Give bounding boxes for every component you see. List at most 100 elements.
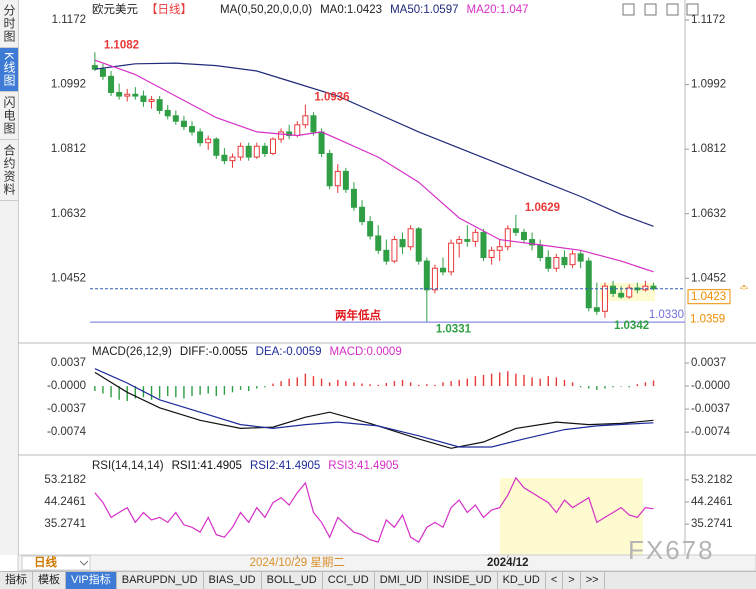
candle-body — [456, 239, 463, 244]
candle-body — [294, 124, 301, 137]
watermark: FX678 — [628, 535, 715, 565]
x-tick-label: 2024/10/29 星期二 — [250, 556, 345, 569]
period-tab-box[interactable] — [21, 555, 91, 571]
macd-bar — [531, 377, 533, 387]
y-tick-label: -0.0074 — [691, 426, 731, 438]
candle-body — [245, 145, 252, 158]
legend-label: MA0:1.0423 — [320, 4, 382, 16]
candle-body — [205, 138, 212, 144]
candle-body — [448, 242, 455, 273]
macd-bar — [490, 373, 493, 387]
candle-body — [286, 131, 293, 137]
series-line — [94, 476, 654, 543]
toolbar-button[interactable]: 指标 — [0, 572, 33, 589]
macd-bar — [272, 383, 274, 387]
y-tick-label: 1.0632 — [51, 208, 86, 220]
macd-bar — [110, 386, 112, 398]
macd-bar — [604, 386, 606, 389]
y-tick-label: 1.0812 — [51, 143, 86, 155]
macd-bar — [588, 386, 590, 389]
toolbar-button[interactable]: >> — [581, 572, 605, 589]
macd-bar — [353, 382, 355, 387]
period-tab[interactable]: 日线 — [34, 555, 57, 569]
candle-body — [650, 285, 657, 290]
toolbar-button[interactable]: BIAS_UD — [204, 572, 262, 589]
legend-label: MACD:0.0009 — [330, 346, 402, 358]
candle-body — [310, 115, 317, 133]
macd-bar — [547, 376, 549, 387]
legend-label: RSI3:41.4905 — [328, 460, 398, 472]
macd-bar — [426, 384, 428, 387]
annotation: 1.0342 — [614, 320, 649, 332]
macd-bar — [442, 382, 444, 387]
toolbar-button[interactable]: KD_UD — [498, 572, 546, 589]
side-tag: 1.0359 — [690, 314, 725, 326]
y-tick-label: -0.0037 — [47, 403, 86, 415]
series-line — [94, 59, 654, 273]
macd-bar — [280, 381, 282, 387]
tab[interactable]: 合约资料 — [0, 140, 18, 202]
y-tick-label: 1.0812 — [691, 143, 726, 155]
candle-body — [561, 256, 568, 266]
candle-body — [318, 131, 325, 154]
toolbar-button[interactable]: > — [563, 572, 581, 589]
toolbar-button[interactable]: < — [546, 572, 564, 589]
macd-bar — [191, 386, 193, 397]
toolbar-button[interactable]: 模板 — [33, 572, 66, 589]
dropdown-icon[interactable] — [79, 560, 89, 566]
macd-bar — [296, 377, 298, 387]
y-tick-label: -0.0000 — [691, 380, 730, 392]
price-arrow — [740, 284, 748, 290]
legend-label: MA20:1.047 — [467, 4, 529, 16]
legend-label: MA(0,50,20,0,0,0) — [220, 4, 312, 16]
macd-bar — [507, 371, 509, 387]
macd-bar — [418, 384, 420, 387]
price-tag-label: 1.0423 — [691, 291, 726, 303]
toolbar-button[interactable]: CCI_UD — [323, 572, 375, 589]
candle-body — [148, 99, 155, 102]
tab[interactable]: 闪电图 — [0, 92, 18, 141]
candle-body — [431, 267, 438, 291]
y-tick-label: 1.0452 — [691, 272, 726, 284]
candle-body — [618, 292, 625, 298]
toolbar-button[interactable]: BARUPDN_UD — [117, 572, 204, 589]
candle-body — [553, 256, 560, 269]
toolbar-button[interactable]: BOLL_UD — [262, 572, 323, 589]
macd-bar — [498, 372, 501, 387]
candle-body — [91, 65, 98, 70]
candle-body — [569, 253, 576, 266]
macd-bar — [539, 378, 541, 387]
y-tick-label: 53.2182 — [691, 474, 733, 486]
y-tick-label: 1.0992 — [51, 79, 86, 91]
toolbar-button[interactable]: INSIDE_UD — [428, 572, 498, 589]
candle-body — [626, 287, 633, 298]
legend-label: DIFF:-0.0055 — [180, 346, 248, 358]
tab[interactable]: 分时图 — [0, 0, 18, 48]
candle-body — [253, 145, 260, 158]
y-tick-label: 1.0452 — [51, 272, 86, 284]
macd-bar — [328, 382, 331, 387]
candle-body — [472, 231, 479, 242]
candle-body — [261, 145, 268, 154]
candle-body — [423, 260, 430, 291]
tab-active[interactable]: K线图 — [0, 48, 18, 93]
macd-bar — [369, 384, 371, 387]
candle-body — [577, 253, 584, 262]
candle-body — [342, 170, 349, 190]
toolbar-button[interactable]: VIP指标 — [66, 572, 117, 589]
macd-bar — [175, 386, 177, 398]
macd-bar — [231, 386, 234, 393]
macd-bar — [361, 383, 363, 387]
toolbar-icons — [622, 3, 699, 16]
y-tick-label: -0.0037 — [691, 403, 730, 415]
candle-body — [302, 115, 309, 126]
candle-body — [520, 231, 527, 241]
y-tick-label: 44.2461 — [691, 496, 733, 508]
y-tick-label: 1.0632 — [691, 208, 726, 220]
annotation: 1.0331 — [436, 324, 472, 336]
macd-bar — [482, 374, 485, 387]
candle-body — [108, 75, 115, 93]
macd-bar — [337, 379, 339, 387]
toolbar-button[interactable]: DMI_UD — [375, 572, 428, 589]
candle-body — [593, 307, 600, 312]
